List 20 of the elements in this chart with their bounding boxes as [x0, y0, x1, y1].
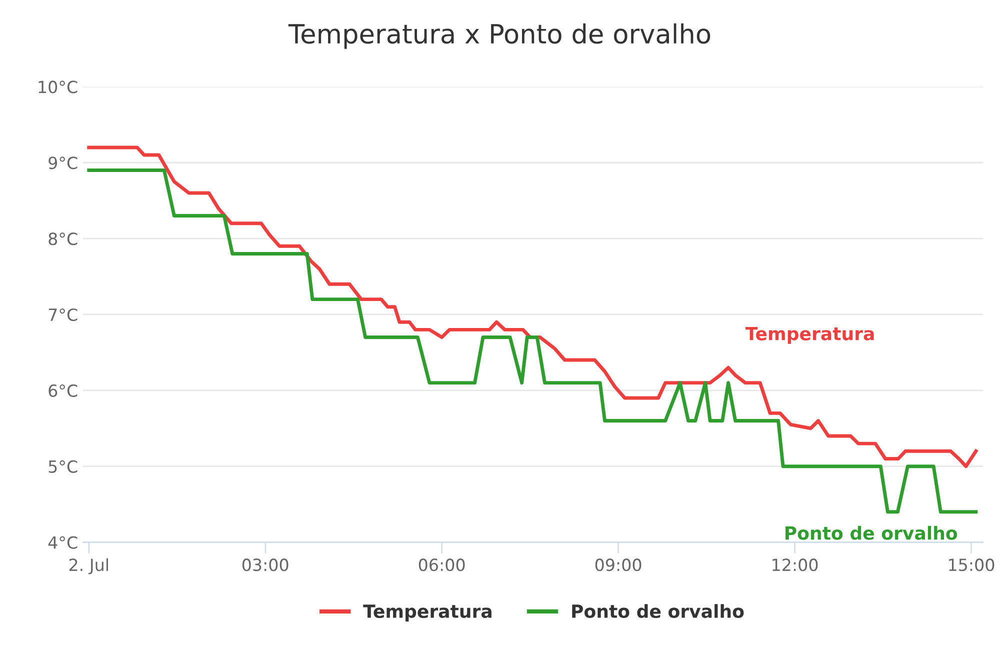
y-tick-label: 8°C — [48, 232, 78, 246]
y-tick-label: 7°C — [48, 308, 78, 322]
x-tick-label: 15:00 — [949, 558, 994, 572]
legend-label: Temperatura — [363, 604, 492, 622]
x-tick-label: 2. Jul — [69, 558, 108, 574]
y-tick-label: 9°C — [48, 156, 78, 170]
legend-label: Ponto de orvalho — [572, 604, 744, 618]
text: Ponto de orvalho — [786, 526, 958, 540]
y-tick-label: 6°C — [48, 384, 78, 397]
x-tick-label: 12:00 — [772, 558, 818, 572]
y-tick-label: 5°C — [48, 460, 78, 473]
x-tick-label: 03:00 — [242, 558, 288, 572]
line-series — [87, 168, 978, 514]
text: Temperatura — [745, 327, 874, 344]
x-tick-label: 09:00 — [595, 558, 642, 572]
line-series — [87, 146, 978, 468]
y-tick-label: 10°C — [38, 80, 78, 94]
x-tick-label: 06:00 — [418, 558, 465, 572]
chart-title: Temperatura x Ponto de orvalho — [288, 23, 710, 49]
y-tick-label: 4°C — [48, 536, 78, 549]
